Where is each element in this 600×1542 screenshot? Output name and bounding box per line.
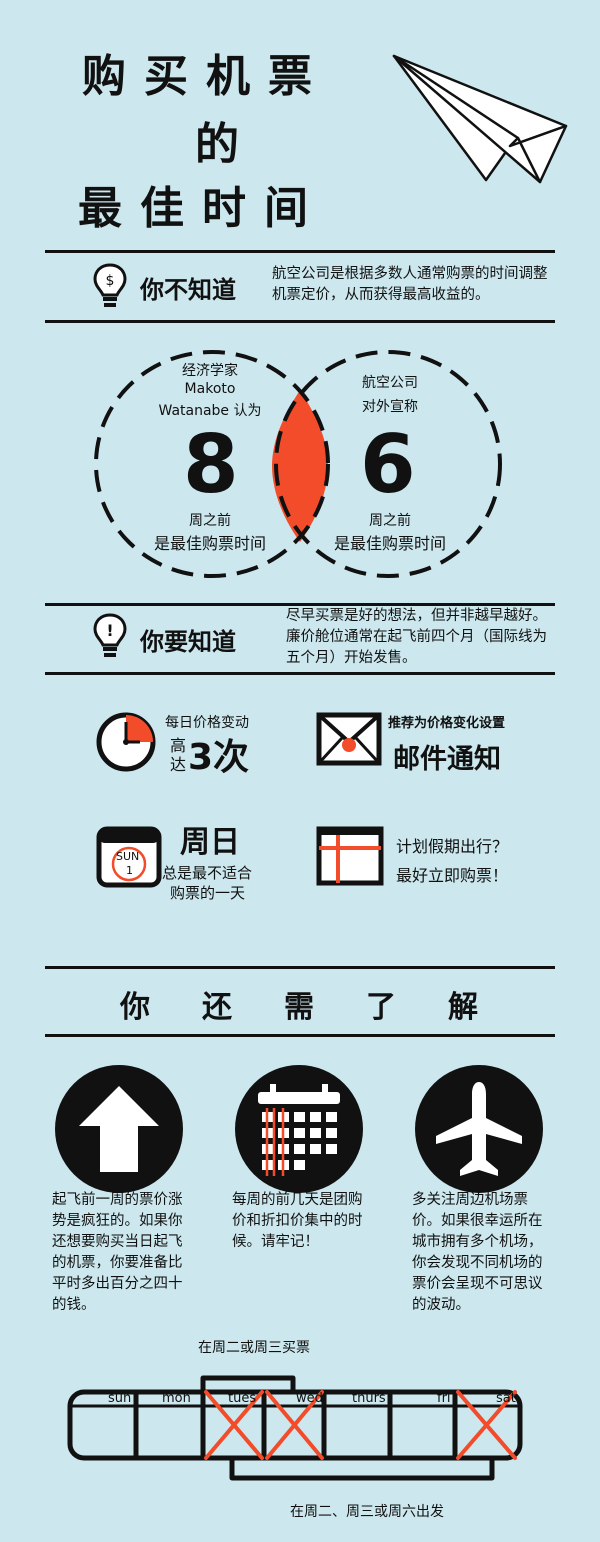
sunday-heading: 周日 xyxy=(180,825,240,860)
week-diagram xyxy=(67,1375,523,1481)
calendar-icon xyxy=(96,826,162,888)
depart-days-label: 在周二、周三或周六出发 xyxy=(290,1504,444,1520)
right-source-2: 对外宣称 xyxy=(362,399,418,415)
price-change-count: 3次 xyxy=(188,737,250,778)
calendar-number: 1 xyxy=(126,864,133,877)
up-arrow-icon xyxy=(55,1065,183,1193)
title-line-2: 的 xyxy=(195,119,257,170)
day-label-wed: wed xyxy=(296,1391,323,1406)
title-line-3: 最佳时间 xyxy=(78,183,326,234)
left-source-3: Watanabe 认为 xyxy=(158,403,262,419)
svg-text:!: ! xyxy=(106,621,113,640)
left-unit: 周之前 xyxy=(189,513,231,529)
right-conclusion: 是最佳购票时间 xyxy=(333,534,446,553)
calendar-grid-icon xyxy=(235,1065,363,1193)
calendar-day: SUN xyxy=(116,850,140,863)
divider xyxy=(45,966,555,969)
know-heading: 你要知道 xyxy=(140,628,236,656)
left-conclusion: 是最佳购票时间 xyxy=(153,534,266,553)
day-label-sat: sat xyxy=(496,1391,516,1406)
sunday-line-1: 总是最不适合 xyxy=(162,864,253,882)
know-text: 尽早买票是好的想法，但并非越早越好。廉价舱位通常在起飞前四个月（国际线为五个月）… xyxy=(286,608,547,666)
price-change-label: 每日价格变动 xyxy=(165,715,249,731)
right-unit: 周之前 xyxy=(369,513,411,529)
email-heading: 邮件通知 xyxy=(393,744,501,775)
divider xyxy=(45,320,555,323)
dollar-lightbulb-icon: $ xyxy=(93,263,127,307)
venn-diagram xyxy=(94,350,502,578)
clock-icon xyxy=(96,712,156,772)
left-source-2: Makoto xyxy=(184,381,236,397)
day-label-tues: tues xyxy=(228,1391,257,1406)
day-label-sun: sun xyxy=(108,1391,132,1406)
envelope-icon xyxy=(316,712,382,766)
email-label: 推荐为价格变化设置 xyxy=(388,716,506,731)
day-label-mon: mon xyxy=(162,1391,191,1406)
divider xyxy=(45,250,555,253)
exclamation-lightbulb-icon: ! xyxy=(93,613,127,657)
holiday-line-1: 计划假期出行？ xyxy=(396,837,509,856)
day-label-fri: fri xyxy=(437,1391,451,1406)
intro-text: 航空公司是根据多数人通常购票的时间调整机票定价，从而获得最高收益的。 xyxy=(272,266,548,303)
price-change-da: 达 xyxy=(170,755,187,774)
holiday-line-2: 最好立即购票！ xyxy=(396,866,509,885)
right-source-1: 航空公司 xyxy=(362,375,418,391)
sunday-line-2: 购票的一天 xyxy=(170,884,246,902)
price-change-gao: 高 xyxy=(170,736,187,755)
divider xyxy=(45,672,555,675)
title-line-1: 购买机票 xyxy=(82,51,330,102)
intro-heading: 你不知道 xyxy=(140,276,236,304)
fact-3: 多关注周边机场票价。如果很幸运所在城市拥有多个机场，你会发现不同机场的票价会呈现… xyxy=(412,1192,543,1313)
gift-calendar-icon xyxy=(316,826,384,886)
paper-plane-icon xyxy=(392,54,568,184)
day-label-thurs: thurs xyxy=(352,1391,386,1406)
divider xyxy=(45,603,555,606)
left-source-1: 经济学家 xyxy=(182,363,238,379)
divider xyxy=(45,1034,555,1037)
buy-days-label: 在周二或周三买票 xyxy=(198,1340,310,1356)
fact-2: 每周的前几天是团购价和折扣价集中的时候。请牢记！ xyxy=(232,1192,363,1250)
airplane-icon xyxy=(415,1065,543,1193)
more-heading: 你还需了解 xyxy=(120,990,530,1025)
fact-1: 起飞前一周的票价涨势是疯狂的。如果你还想要购买当日起飞的机票，你要准备比平时多出… xyxy=(52,1192,183,1313)
right-number: 6 xyxy=(360,418,416,511)
left-number: 8 xyxy=(183,418,239,511)
svg-text:$: $ xyxy=(106,273,115,289)
